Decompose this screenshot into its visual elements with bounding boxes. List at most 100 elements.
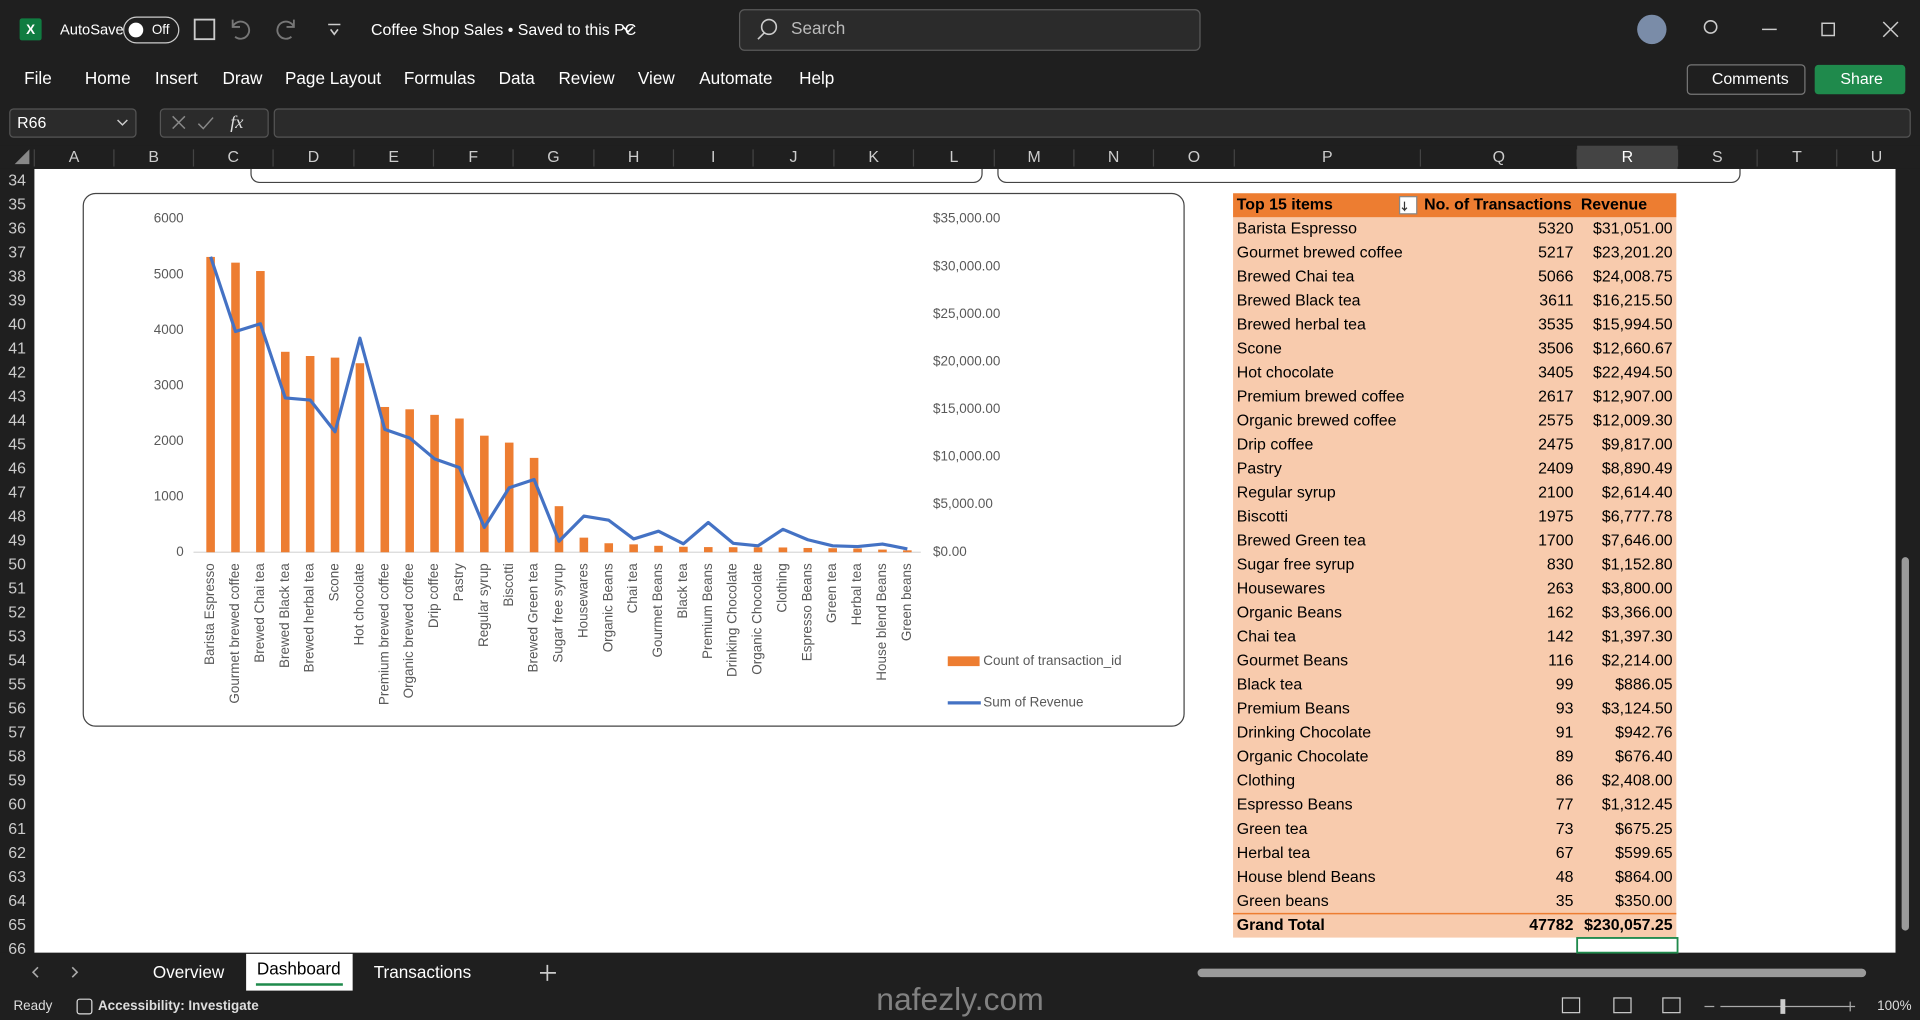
row-header[interactable]: 54 bbox=[8, 653, 26, 670]
ribbon-tab[interactable]: File bbox=[24, 68, 52, 88]
row-header[interactable]: 37 bbox=[8, 244, 26, 261]
column-header[interactable]: H bbox=[628, 149, 639, 166]
row-header[interactable]: 58 bbox=[8, 749, 26, 766]
sheet-tab[interactable]: Overview bbox=[153, 962, 225, 982]
ribbon-tab[interactable]: View bbox=[638, 68, 675, 88]
enter-icon[interactable] bbox=[197, 117, 214, 130]
row-header[interactable]: 53 bbox=[8, 629, 26, 646]
row-header[interactable]: 56 bbox=[8, 701, 26, 718]
column-header[interactable]: Q bbox=[1493, 149, 1505, 166]
column-header[interactable]: P bbox=[1322, 149, 1333, 166]
chart-frame[interactable] bbox=[82, 192, 1185, 727]
column-header[interactable]: M bbox=[1027, 149, 1040, 166]
avatar[interactable] bbox=[1637, 14, 1667, 45]
column-header[interactable]: A bbox=[69, 149, 80, 166]
row-header[interactable]: 49 bbox=[8, 533, 26, 550]
ribbon-tab[interactable]: Page Layout bbox=[285, 68, 381, 88]
fx-button[interactable]: fx bbox=[230, 112, 244, 132]
column-header[interactable]: L bbox=[949, 149, 958, 166]
table-header[interactable]: Top 15 items bbox=[1237, 196, 1333, 213]
status-accessibility[interactable]: Accessibility: Investigate bbox=[98, 998, 259, 1013]
redo-icon[interactable] bbox=[276, 19, 295, 40]
formula-input[interactable] bbox=[273, 108, 1911, 138]
row-header[interactable]: 43 bbox=[8, 389, 26, 406]
row-header[interactable]: 39 bbox=[8, 292, 26, 309]
row-header[interactable]: 57 bbox=[8, 725, 26, 742]
column-header[interactable]: K bbox=[868, 149, 879, 166]
zoom-slider[interactable] bbox=[1704, 1001, 1856, 1012]
ribbon-tab[interactable]: Draw bbox=[222, 68, 263, 88]
column-header[interactable]: G bbox=[547, 149, 559, 166]
row-header[interactable]: 40 bbox=[8, 317, 26, 334]
ribbon-tab[interactable]: Formulas bbox=[404, 68, 475, 88]
row-header[interactable]: 46 bbox=[8, 461, 26, 478]
row-header[interactable]: 34 bbox=[8, 172, 26, 189]
row-header[interactable]: 65 bbox=[8, 917, 26, 934]
page-layout-view[interactable] bbox=[1613, 997, 1632, 1014]
row-header[interactable]: 42 bbox=[8, 365, 26, 382]
column-header[interactable]: N bbox=[1108, 149, 1120, 166]
row-header[interactable]: 52 bbox=[8, 605, 26, 622]
sheet-tab[interactable]: Dashboard bbox=[257, 958, 341, 978]
add-sheet[interactable] bbox=[540, 964, 556, 981]
comments-button[interactable] bbox=[1686, 64, 1806, 95]
vertical-scroll-thumb[interactable] bbox=[1901, 557, 1909, 931]
row-header[interactable]: 51 bbox=[8, 581, 26, 598]
row-header[interactable]: 59 bbox=[8, 773, 26, 790]
filter-button[interactable] bbox=[1398, 196, 1418, 215]
share-button[interactable] bbox=[1814, 64, 1906, 95]
ribbon-tab[interactable]: Automate bbox=[699, 68, 772, 88]
column-header[interactable]: I bbox=[711, 149, 715, 166]
column-header[interactable]: R bbox=[1622, 149, 1634, 166]
row-header[interactable]: 45 bbox=[8, 437, 26, 454]
column-header[interactable]: F bbox=[468, 149, 478, 166]
ribbon-tab[interactable]: Home bbox=[85, 68, 131, 88]
save-icon[interactable] bbox=[193, 18, 216, 41]
column-header[interactable]: T bbox=[1792, 149, 1802, 166]
column-header[interactable]: E bbox=[388, 149, 399, 166]
document-title[interactable]: Coffee Shop Sales • Saved to this PC bbox=[371, 22, 636, 39]
horizontal-scroll-thumb[interactable] bbox=[1197, 968, 1867, 978]
normal-view[interactable] bbox=[1561, 997, 1581, 1014]
table-header[interactable]: Revenue bbox=[1581, 196, 1647, 213]
row-header[interactable]: 36 bbox=[8, 220, 26, 237]
undo-icon[interactable] bbox=[231, 19, 251, 40]
sheet-tab[interactable]: Transactions bbox=[374, 962, 471, 982]
column-header[interactable]: B bbox=[148, 149, 159, 166]
cancel-icon[interactable] bbox=[172, 115, 186, 130]
ribbon-tab[interactable]: Review bbox=[558, 68, 615, 88]
search-box[interactable] bbox=[738, 9, 1201, 51]
column-header[interactable]: J bbox=[789, 149, 797, 166]
ribbon-tab[interactable]: Data bbox=[499, 68, 536, 88]
row-header[interactable]: 60 bbox=[8, 797, 26, 814]
row-header[interactable]: 55 bbox=[8, 677, 26, 694]
name-box[interactable] bbox=[9, 108, 137, 138]
qat-menu[interactable] bbox=[328, 23, 341, 36]
column-header[interactable]: C bbox=[228, 149, 240, 166]
row-header[interactable]: 61 bbox=[8, 821, 26, 838]
tab-scroll[interactable] bbox=[31, 966, 79, 978]
row-header[interactable]: 50 bbox=[8, 557, 26, 574]
row-header[interactable]: 63 bbox=[8, 869, 26, 886]
restore[interactable] bbox=[1821, 22, 1836, 37]
row-header[interactable]: 64 bbox=[8, 893, 26, 910]
row-header[interactable]: 66 bbox=[8, 941, 26, 958]
column-header[interactable]: O bbox=[1188, 149, 1200, 166]
table-header[interactable]: No. of Transactions bbox=[1424, 196, 1572, 213]
row-header[interactable]: 48 bbox=[8, 509, 26, 526]
zoom-thumb[interactable] bbox=[1780, 999, 1786, 1014]
page-break-view[interactable] bbox=[1662, 997, 1681, 1014]
row-header[interactable]: 35 bbox=[8, 196, 26, 213]
ribbon-tab[interactable]: Help bbox=[799, 68, 834, 88]
row-header[interactable]: 62 bbox=[8, 845, 26, 862]
column-header[interactable]: U bbox=[1871, 149, 1883, 166]
row-header[interactable]: 47 bbox=[8, 485, 26, 502]
row-header[interactable]: 41 bbox=[8, 341, 26, 358]
row-header[interactable]: 44 bbox=[8, 413, 26, 430]
column-header[interactable]: D bbox=[308, 149, 320, 166]
ideas-icon[interactable] bbox=[1703, 20, 1718, 34]
close[interactable] bbox=[1882, 21, 1899, 38]
column-header[interactable]: S bbox=[1712, 149, 1723, 166]
ribbon-tab[interactable]: Insert bbox=[155, 68, 198, 88]
row-header[interactable]: 38 bbox=[8, 268, 26, 285]
